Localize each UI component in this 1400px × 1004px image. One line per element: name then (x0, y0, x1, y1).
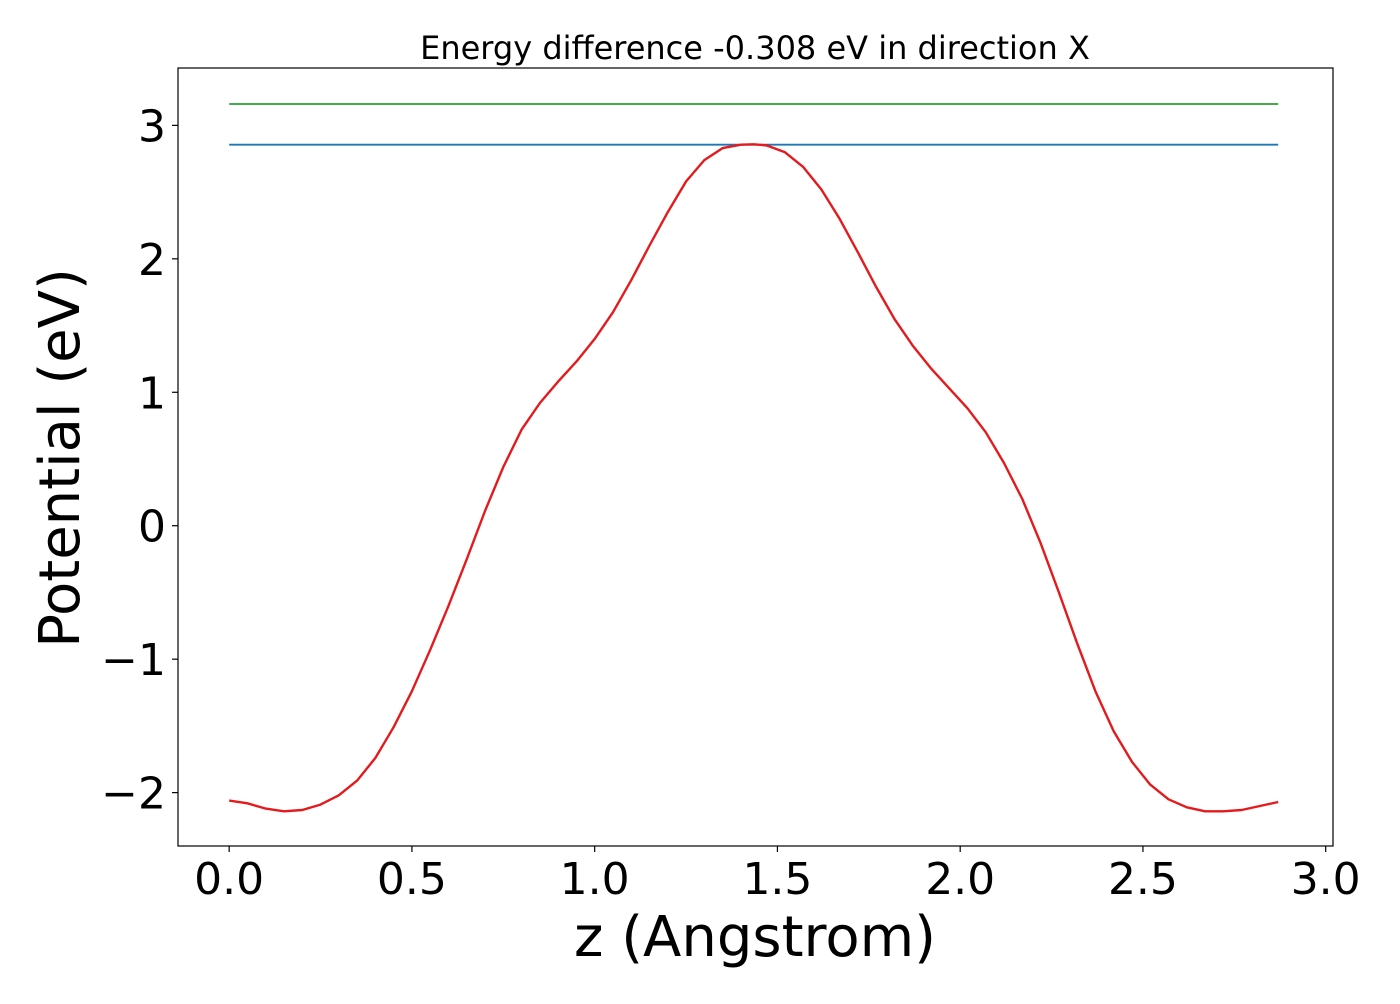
x-axis-ticks: 0.0 0.5 1.0 1.5 2.0 2.5 3.0 (194, 846, 1361, 905)
y-tick-label: 3 (138, 101, 166, 152)
plot-area-frame (177, 67, 1334, 847)
x-tick-label: 1.0 (560, 854, 630, 905)
x-tick-label: 2.0 (925, 854, 995, 905)
x-tick-label: 3.0 (1291, 854, 1361, 905)
series-line-3 (229, 143, 1279, 813)
chart-title: Energy difference -0.308 eV in direction… (420, 29, 1090, 67)
x-tick-label: 2.5 (1108, 854, 1178, 905)
x-tick-label: 0.5 (377, 854, 447, 905)
y-tick-label: 1 (138, 368, 166, 419)
y-axis-ticks: −2 −1 0 1 2 3 (101, 101, 178, 820)
x-tick-label: 0.0 (194, 854, 264, 905)
y-tick-label: 2 (138, 235, 166, 286)
y-tick-label: −1 (101, 635, 166, 686)
y-tick-label: 0 (138, 502, 166, 553)
y-tick-label: −2 (101, 769, 166, 820)
x-tick-label: 1.5 (742, 854, 812, 905)
x-axis-label: z (Angstrom) (574, 905, 936, 970)
series-layer (229, 103, 1279, 813)
y-axis-label: Potential (eV) (28, 268, 93, 648)
